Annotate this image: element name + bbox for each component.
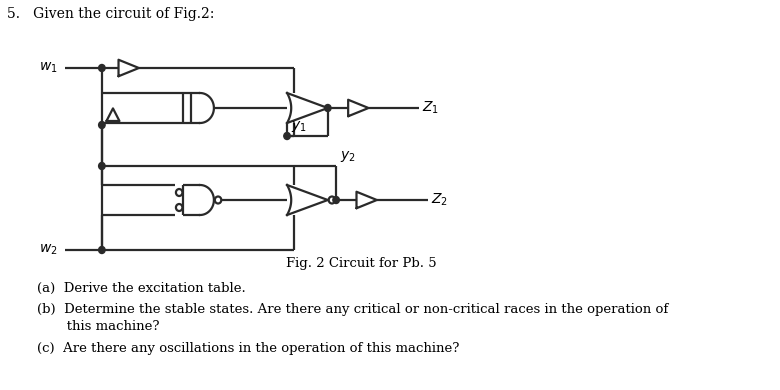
Circle shape	[98, 122, 105, 128]
Circle shape	[176, 204, 183, 211]
Text: $w_1$: $w_1$	[39, 61, 58, 75]
Circle shape	[284, 133, 290, 140]
Circle shape	[215, 197, 222, 204]
Text: Fig. 2 Circuit for Pb. 5: Fig. 2 Circuit for Pb. 5	[285, 257, 437, 269]
Text: (a)  Derive the excitation table.: (a) Derive the excitation table.	[37, 282, 246, 295]
Text: 5.   Given the circuit of Fig.2:: 5. Given the circuit of Fig.2:	[7, 7, 215, 21]
Circle shape	[176, 189, 183, 196]
Text: (c)  Are there any oscillations in the operation of this machine?: (c) Are there any oscillations in the op…	[37, 342, 459, 355]
Circle shape	[98, 246, 105, 254]
Circle shape	[324, 105, 331, 112]
Text: $y_2$: $y_2$	[340, 149, 356, 164]
Text: $w_2$: $w_2$	[39, 243, 58, 257]
Circle shape	[98, 64, 105, 71]
Text: $y_1$: $y_1$	[291, 119, 307, 134]
Circle shape	[98, 163, 105, 170]
Text: $Z_1$: $Z_1$	[422, 100, 439, 116]
Text: (b)  Determine the stable states. Are there any critical or non-critical races i: (b) Determine the stable states. Are the…	[37, 303, 668, 316]
Text: this machine?: this machine?	[37, 320, 160, 333]
Circle shape	[333, 197, 339, 204]
Text: $Z_2$: $Z_2$	[431, 192, 448, 208]
Circle shape	[328, 197, 335, 204]
